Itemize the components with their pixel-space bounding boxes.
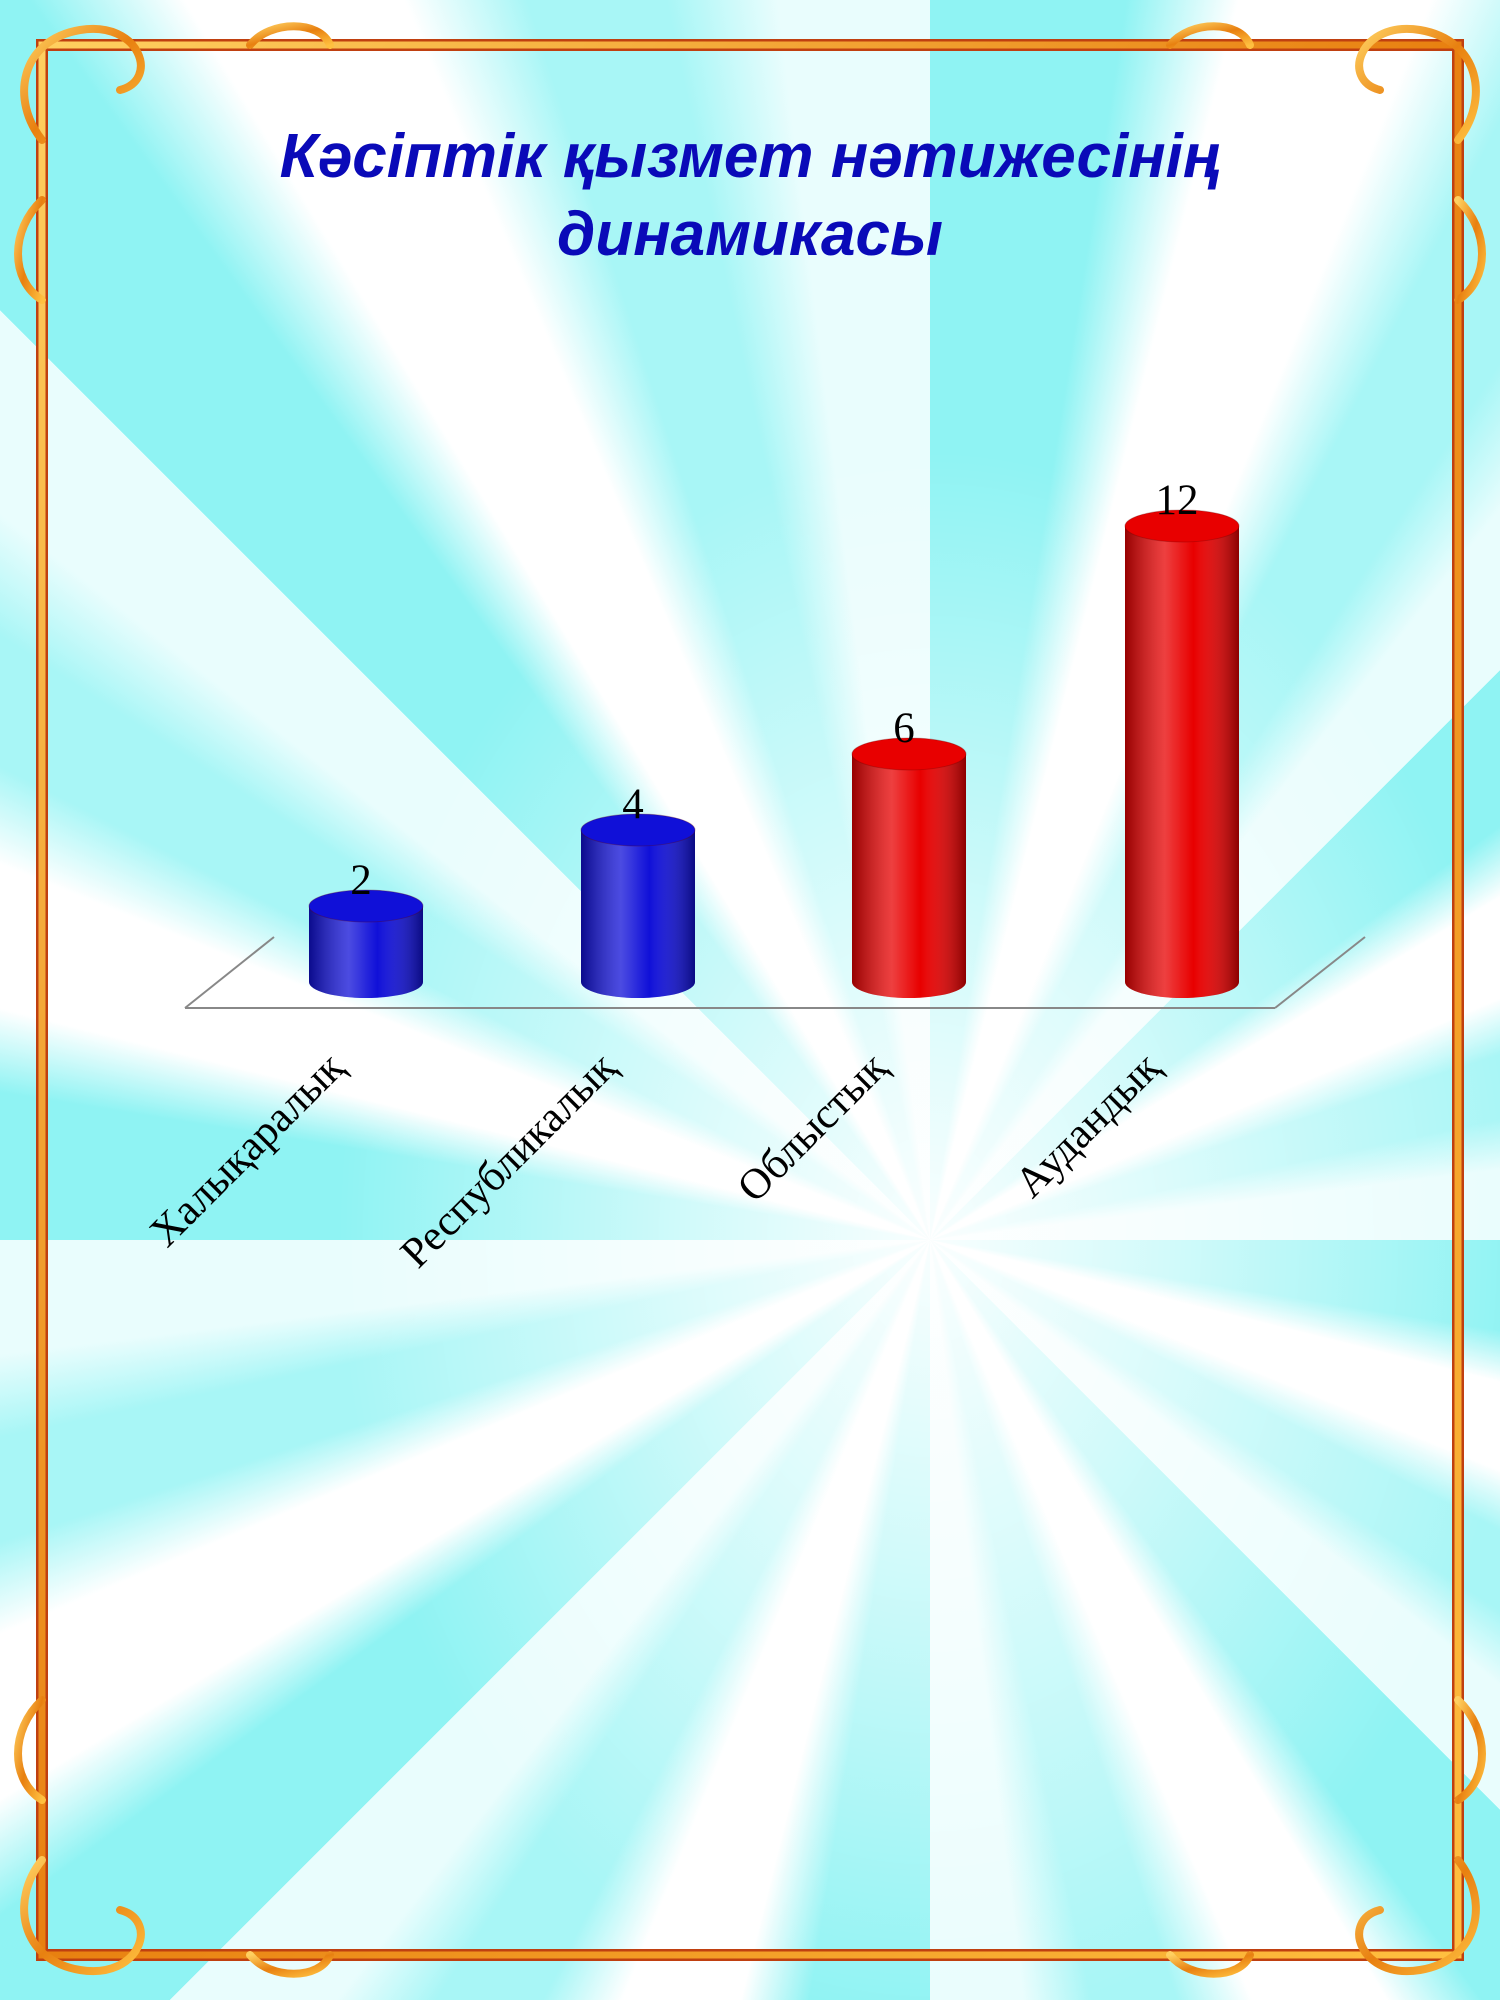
bar-1 — [308, 889, 424, 998]
bar-2 — [580, 813, 696, 998]
bar-top — [580, 813, 696, 847]
chart-title-line-1: Кәсіптік қызмет нәтижесінің — [279, 122, 1221, 191]
bar-top — [851, 737, 967, 771]
bar-shading — [852, 754, 966, 998]
bar-3 — [851, 737, 967, 998]
bar-top — [308, 889, 424, 923]
bar-shading — [581, 830, 695, 998]
bar-shading — [1125, 526, 1239, 998]
category-label: Аудандық — [1006, 1044, 1169, 1207]
category-label: Халықаралық — [141, 1044, 353, 1256]
bar-top — [1124, 509, 1240, 543]
bar-4 — [1124, 509, 1240, 998]
bar-shading — [309, 906, 423, 998]
category-label: Республикалық — [392, 1044, 625, 1277]
data-label: 2 — [350, 857, 372, 904]
chart-title-line-2: динамикасы — [557, 200, 943, 269]
data-label: 12 — [1156, 477, 1199, 524]
floor — [184, 936, 1366, 1009]
data-label: 6 — [893, 705, 915, 752]
data-label: 4 — [622, 781, 644, 828]
category-label: Облыстық — [729, 1044, 897, 1212]
